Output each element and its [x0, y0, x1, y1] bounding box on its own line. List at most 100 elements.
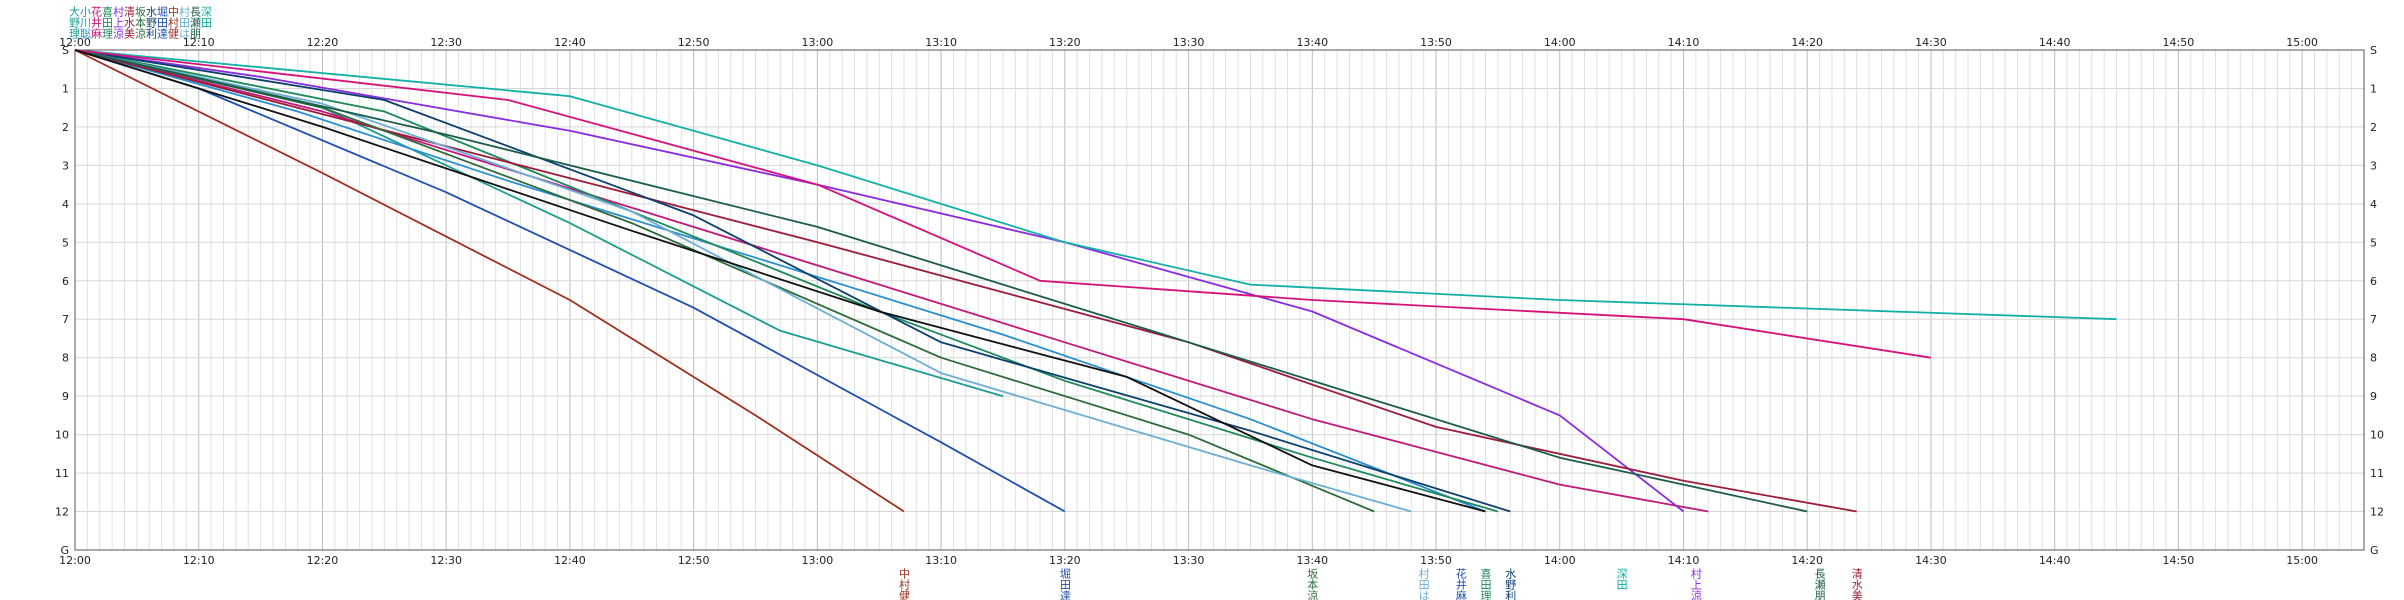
x-tick-label-top: 13:00	[802, 36, 834, 49]
finish-label: 村田は	[1417, 567, 1430, 600]
finish-label: 水野利	[1504, 568, 1517, 600]
x-tick-label-top: 14:20	[1791, 36, 1823, 49]
y-row-label-right: 3	[2370, 159, 2377, 172]
finish-label: 中村健	[897, 568, 910, 600]
legend-label: 水野利	[145, 6, 158, 39]
y-row-label-left: 12	[55, 506, 69, 519]
x-tick-label-top: 13:30	[1173, 36, 1205, 49]
finish-label: 堀田達	[1058, 568, 1071, 600]
x-tick-label-bottom: 14:10	[1668, 554, 1700, 567]
y-row-label-right: 7	[2370, 313, 2377, 326]
series-line-12	[74, 49, 2117, 321]
plot-frame	[74, 49, 2365, 551]
x-tick-label-bottom: 14:00	[1544, 554, 1576, 567]
x-tick-label-top: 12:00	[59, 36, 91, 49]
series-line-7	[74, 49, 1511, 513]
x-tick-label-top: 13:10	[925, 36, 957, 49]
y-row-label-right: 8	[2370, 352, 2377, 365]
x-tick-label-bottom: 12:00	[59, 554, 91, 567]
x-tick-label-top: 13:50	[1420, 36, 1452, 49]
series-line-11	[74, 49, 1808, 513]
x-tick-label-bottom: 13:30	[1173, 554, 1205, 567]
legend-label: 花井麻	[90, 6, 103, 39]
y-row-label-left: 4	[62, 198, 69, 211]
x-tick-label-bottom: 12:30	[430, 554, 462, 567]
series-line-10	[74, 49, 1412, 513]
x-tick-label-bottom: 12:20	[307, 554, 339, 567]
finish-label: 坂本涼	[1306, 568, 1319, 600]
y-row-label-left: 5	[62, 236, 69, 249]
y-row-label-right: 11	[2370, 467, 2384, 480]
x-tick-label-bottom: 14:50	[2163, 554, 2195, 567]
x-tick-label-top: 14:10	[1668, 36, 1700, 49]
x-tick-label-bottom: 13:20	[1049, 554, 1081, 567]
y-row-label-left: G	[60, 544, 69, 557]
x-tick-label-top: 12:30	[430, 36, 462, 49]
y-row-label-left: 11	[55, 467, 69, 480]
legend-label: 中村健	[167, 6, 180, 39]
x-tick-label-top: 14:40	[2039, 36, 2071, 49]
finish-label: 喜田理	[1479, 568, 1492, 600]
legend-label: 清水美	[123, 6, 136, 39]
legend-label: 大野理	[68, 5, 81, 39]
series-line-13	[74, 49, 1932, 359]
y-row-label-left: 1	[62, 82, 69, 95]
x-tick-label-top: 12:50	[678, 36, 710, 49]
series-line-1	[74, 49, 1486, 513]
legend-label: 深田	[200, 6, 213, 28]
y-row-label-left: 10	[55, 429, 69, 442]
legend-label: 坂本涼	[134, 6, 147, 39]
series-line-4	[74, 49, 1685, 513]
x-tick-label-bottom: 13:10	[925, 554, 957, 567]
y-row-label-left: 7	[62, 313, 69, 326]
x-tick-label-top: 14:50	[2163, 36, 2195, 49]
finish-label: 深田	[1615, 568, 1628, 590]
y-row-label-left: 8	[62, 352, 69, 365]
x-tick-label-bottom: 13:40	[1296, 554, 1328, 567]
x-tick-label-bottom: 12:50	[678, 554, 710, 567]
y-row-label-right: 12	[2370, 506, 2384, 519]
x-tick-label-top: 13:20	[1049, 36, 1081, 49]
finish-label: 清水美	[1850, 568, 1863, 600]
x-tick-label-top: 13:40	[1296, 36, 1328, 49]
y-row-label-left: 9	[62, 390, 69, 403]
y-row-label-right: 9	[2370, 390, 2377, 403]
labels: 大野理小川聡花井麻喜田理村上涼清水美坂本涼水野利堀田達中村健村田は長瀬朋深田中村…	[68, 5, 1864, 600]
y-row-label-left: 6	[62, 275, 69, 288]
x-tick-label-top: 14:00	[1544, 36, 1576, 49]
x-tick-label-bottom: 14:30	[1915, 554, 1947, 567]
x-tick-label-bottom: 12:10	[183, 554, 215, 567]
legend-label: 喜田理	[101, 6, 114, 39]
x-tick-label-top: 12:20	[307, 36, 339, 49]
x-tick-label-top: 12:10	[183, 36, 215, 49]
legend-label: 小川聡	[79, 6, 92, 39]
series-line-9	[74, 49, 905, 513]
x-tick-label-bottom: 14:40	[2039, 554, 2071, 567]
legend-label: 村上涼	[112, 5, 125, 39]
x-tick-label-top: 15:00	[2286, 36, 2318, 49]
finish-label: 村上涼	[1689, 567, 1702, 600]
y-row-label-right: 5	[2370, 236, 2377, 249]
y-row-label-right: G	[2370, 544, 2379, 557]
series-line-14	[74, 49, 1486, 513]
x-tick-label-bottom: 13:00	[802, 554, 834, 567]
y-row-label-left: S	[62, 44, 69, 57]
y-row-label-right: 1	[2370, 82, 2377, 95]
x-tick-label-top: 12:40	[554, 36, 586, 49]
y-row-label-right: 2	[2370, 121, 2377, 134]
x-tick-label-bottom: 13:50	[1420, 554, 1452, 567]
series-line-0	[74, 49, 1004, 398]
x-tick-label-bottom: 14:20	[1791, 554, 1823, 567]
y-row-label-left: 2	[62, 121, 69, 134]
y-row-label-left: 3	[62, 159, 69, 172]
y-row-label-right: 4	[2370, 198, 2377, 211]
axes: 12:00 12:00 12:10 12:10 12:20 12:20 12:30 12:30…	[55, 36, 2384, 567]
x-tick-label-bottom: 15:00	[2286, 554, 2318, 567]
y-row-label-right: 6	[2370, 275, 2377, 288]
legend-label: 村田は	[178, 5, 191, 39]
finish-label: 長瀬朋	[1813, 568, 1826, 600]
x-tick-label-top: 14:30	[1915, 36, 1947, 49]
legend-label: 堀田達	[156, 6, 169, 39]
series-lines	[74, 49, 2117, 513]
